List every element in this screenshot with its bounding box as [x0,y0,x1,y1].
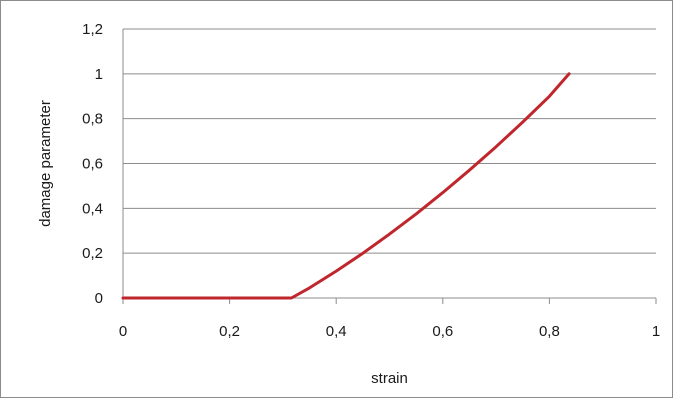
y-axis-title: damage parameter [37,100,54,227]
x-axis-title: strain [371,370,408,387]
x-tick-label: 0,2 [219,323,240,340]
y-tick-label: 0,6 [82,156,103,173]
x-tick-label: 1 [652,323,660,340]
y-tick-label: 1 [95,66,103,83]
grid-lines [123,28,656,254]
series-line [121,72,571,300]
x-tick-label: 0 [119,323,127,340]
x-tick-label: 0,6 [432,323,453,340]
y-tick-label: 0 [95,290,103,307]
x-tick-labels: 0 0,2 0,4 0,6 0,8 1 [119,323,660,340]
y-tick-labels: 0 0,2 0,4 0,6 0,8 1 1,2 [82,21,103,307]
y-tick-label: 1,2 [82,21,103,38]
x-tick-label: 0,8 [539,323,560,340]
series-layer [121,72,571,300]
axes [122,29,657,304]
y-tick-label: 0,8 [82,111,103,128]
x-tick-label: 0,4 [326,323,347,340]
y-tick-label: 0,2 [82,245,103,262]
y-tick-label: 0,4 [82,200,103,217]
